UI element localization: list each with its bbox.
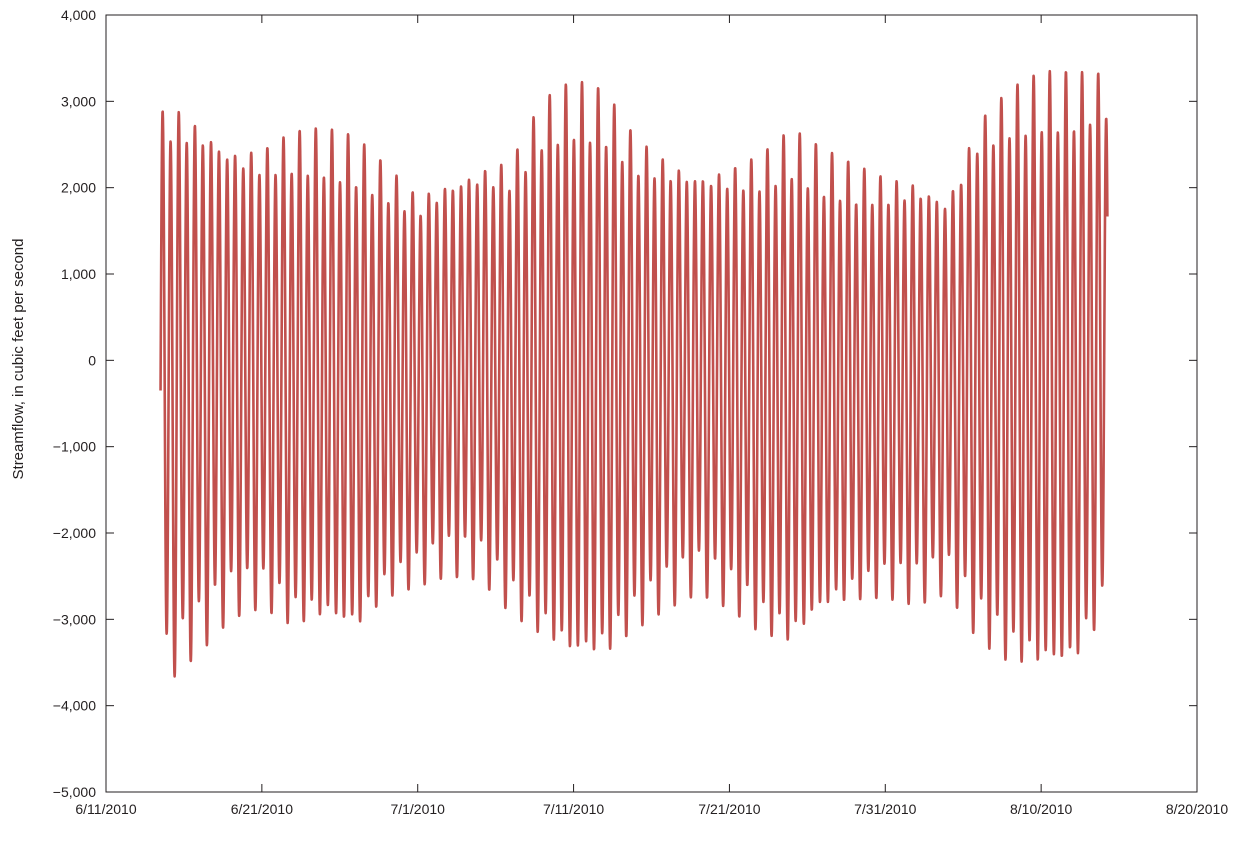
y-tick-label: −3,000 — [53, 611, 96, 627]
x-axis: 6/11/2010 6/21/2010 7/1/2010 7/11/2010 7/21/… — [75, 15, 1228, 817]
x-tick-label: 7/21/2010 — [698, 801, 760, 817]
y-tick-label: −1,000 — [53, 439, 96, 455]
y-axis: 4,000 3,000 2,000 1,000 0 −1,000 −2,000 −3,000 −… — [53, 7, 1197, 800]
y-tick-label: 1,000 — [61, 266, 96, 282]
y-tick-label: 2,000 — [61, 180, 96, 196]
y-tick-label: −5,000 — [53, 784, 96, 800]
y-axis-title: Streamflow, in cubic feet per second — [10, 239, 27, 480]
y-tick-label: 0 — [88, 352, 96, 368]
y-tick-label: 4,000 — [61, 7, 96, 23]
plot-frame — [105, 14, 1198, 793]
y-tick-label: −2,000 — [53, 525, 96, 541]
x-tick-label: 7/11/2010 — [543, 801, 604, 817]
plot-frame-group — [105, 14, 1198, 793]
y-tick-label: 3,000 — [61, 93, 96, 109]
y-tick-label: −4,000 — [53, 698, 96, 714]
x-tick-label: 6/11/2010 — [75, 801, 136, 817]
streamflow-series-line — [159, 69, 1109, 678]
x-tick-label: 7/1/2010 — [390, 801, 445, 817]
x-tick-label: 8/20/2010 — [1166, 801, 1228, 817]
x-tick-label: 8/10/2010 — [1010, 801, 1072, 817]
series-group — [159, 69, 1109, 678]
x-tick-label: 7/31/2010 — [854, 801, 916, 817]
x-tick-label: 6/21/2010 — [231, 801, 293, 817]
